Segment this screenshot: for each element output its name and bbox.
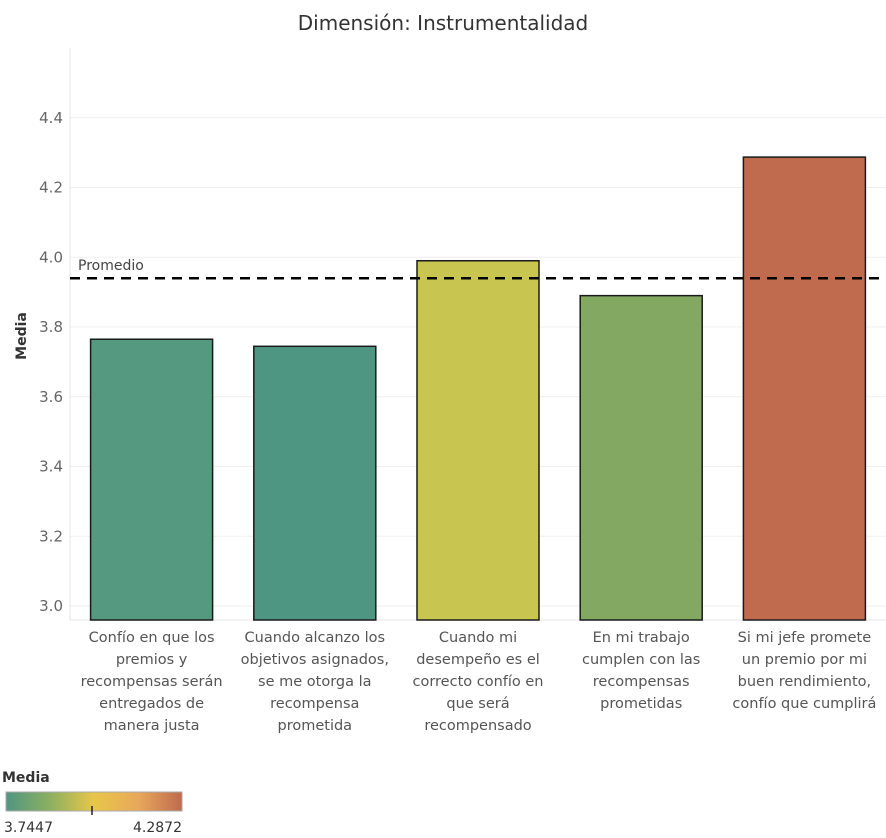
x-category-label-line: cumplen con las <box>582 652 700 668</box>
color-legend[interactable]: Media 3.7447 4.2872 <box>2 770 183 836</box>
y-tick-label: 3.4 <box>39 458 63 476</box>
x-category-label-line: objetivos asignados, <box>241 652 389 668</box>
y-axis-label: Media <box>14 312 30 360</box>
x-category-label-line: Si mi jefe promete <box>738 630 872 646</box>
y-tick-label: 3.8 <box>39 318 63 336</box>
x-category-label-line: buen rendimiento, <box>738 674 872 690</box>
x-axis-categories: Confío en que los premios y recompensas se… <box>81 630 877 734</box>
x-category-label-line: recompensado <box>424 718 531 734</box>
x-category-label-line: recompensas <box>593 674 690 690</box>
legend-title: Media <box>2 770 50 786</box>
x-category-label-line: prometidas <box>600 696 682 712</box>
x-category-label-line: Cuando alcanzo los <box>245 630 386 646</box>
x-category-label-line: manera justa <box>104 718 200 734</box>
x-category-label: Si mi jefe promete un premio por mi buen r… <box>732 630 876 712</box>
bar <box>742 156 867 621</box>
x-category-label-line: En mi trabajo <box>593 630 690 646</box>
x-category-label-line: prometida <box>278 718 353 734</box>
x-category-label-line: premios y <box>116 652 188 668</box>
chart-title: Dimensión: Instrumentalidad <box>298 11 588 35</box>
y-tick-label: 3.2 <box>39 527 63 545</box>
x-category-label-line: que será <box>446 696 509 712</box>
y-tick-label: 3.0 <box>39 597 63 615</box>
y-tick-label: 3.6 <box>39 388 63 406</box>
legend-gradient-bar <box>5 791 183 812</box>
x-category-label-line: Confío en que los <box>89 630 215 646</box>
legend-max-label: 4.2872 <box>133 820 182 836</box>
reference-line-group: Promedio <box>70 258 886 280</box>
y-tick-label: 4.4 <box>39 109 63 127</box>
x-category-label-line: entregados de <box>99 696 204 712</box>
x-category-label: Confío en que los premios y recompensas se… <box>81 630 223 734</box>
bars <box>89 156 867 621</box>
x-category-label: En mi trabajo cumplen con las recompensas p… <box>582 630 700 712</box>
reference-line-label: Promedio <box>78 258 144 274</box>
bar <box>89 338 214 621</box>
x-category-label-line: recompensa <box>270 696 359 712</box>
bar <box>579 294 703 621</box>
x-category-label: Cuando mi desempeño es el correcto confío … <box>412 630 543 734</box>
x-category-label: Cuando alcanzo los objetivos asignados, se… <box>241 630 389 734</box>
x-category-label-line: confío que cumplirá <box>732 696 876 712</box>
legend-min-label: 3.7447 <box>4 820 53 836</box>
y-tick-label: 4.0 <box>39 248 63 266</box>
x-category-label-line: Cuando mi <box>439 630 517 646</box>
y-tick-label: 4.2 <box>39 179 63 197</box>
x-category-label-line: recompensas serán <box>81 674 223 690</box>
x-category-label-line: correcto confío en <box>412 674 543 690</box>
x-category-label-line: un premio por mi <box>742 652 867 668</box>
x-category-label-line: desempeño es el <box>416 652 540 668</box>
bar <box>253 345 377 621</box>
bar <box>416 260 540 621</box>
x-category-label-line: se me otorga la <box>258 674 372 690</box>
